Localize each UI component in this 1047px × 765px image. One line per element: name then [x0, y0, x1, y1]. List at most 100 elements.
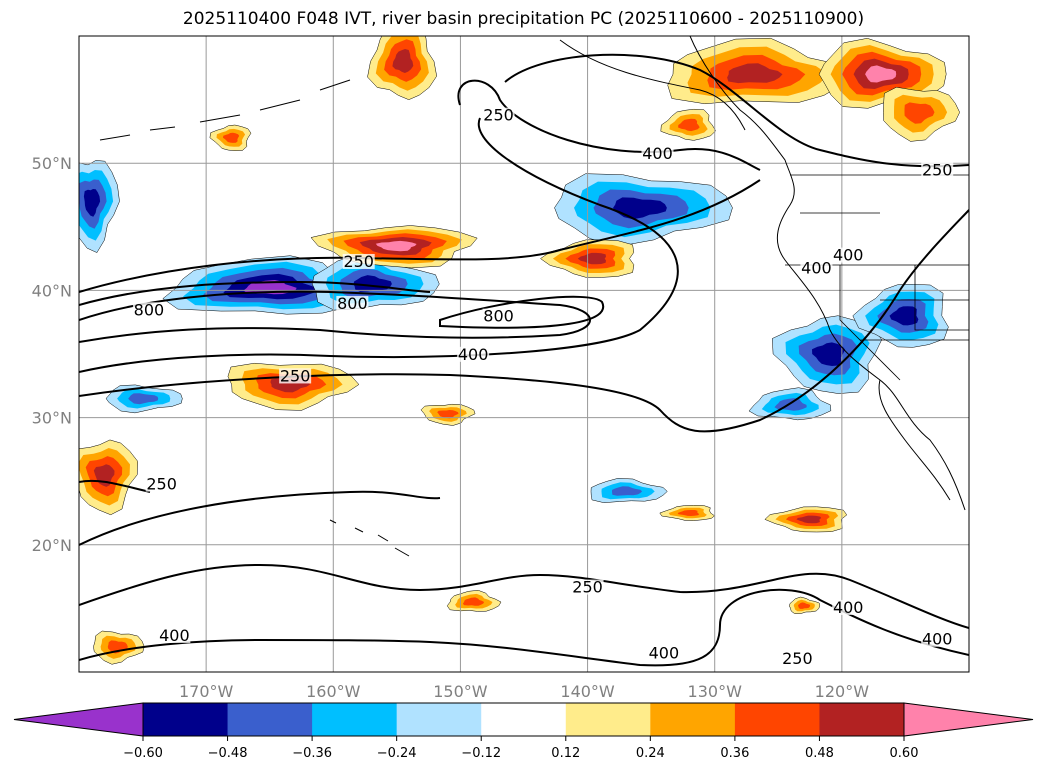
- y-tick-label: 30°N: [32, 409, 72, 428]
- ivt-contour-400-tropics: [79, 588, 969, 667]
- contour-label: 800: [134, 300, 165, 319]
- colorbar-bin: [734, 703, 820, 736]
- contour-label: 250: [343, 252, 374, 271]
- x-tick-label: 140°W: [560, 682, 615, 701]
- contour-label-bg: [921, 631, 954, 647]
- x-tick-label: 170°W: [179, 682, 234, 701]
- contour-label: 250: [146, 475, 177, 494]
- contour-label-bg: [832, 599, 865, 615]
- contour-label-bg: [641, 145, 674, 161]
- contour-label: 400: [922, 630, 953, 649]
- contour-label: 400: [159, 626, 190, 645]
- ivt-contour-400-south: [79, 117, 679, 373]
- precip-region: [128, 393, 159, 405]
- contour-label: 250: [922, 160, 953, 179]
- colorbar-tick-label: −0.36: [292, 746, 332, 761]
- y-tick-label: 40°N: [32, 281, 72, 300]
- colorbar-tick-label: −0.48: [208, 746, 248, 761]
- precip-region: [462, 597, 485, 606]
- precip-region: [392, 49, 414, 73]
- precip-region: [798, 602, 811, 609]
- ivt-contours: [79, 53, 969, 667]
- contour-label-bg: [571, 579, 604, 595]
- precip-region: [612, 486, 643, 496]
- precip-region: [437, 410, 459, 419]
- aleutian-islands: [99, 79, 351, 141]
- colorbar-bin: [481, 703, 567, 736]
- colorbar-extend-min: [13, 702, 144, 737]
- colorbar-tick-label: −0.24: [377, 746, 417, 761]
- contour-label-bg: [800, 260, 833, 276]
- precip-region: [577, 252, 606, 265]
- ivt-contour-250-west: [79, 479, 151, 493]
- contour-label-bg: [336, 295, 369, 311]
- colorbar: −0.60 −0.48 −0.36 −0.24 −0.12 0.12 0.24 0.36 0.4…: [13, 702, 1034, 761]
- contour-label-bg: [132, 302, 165, 318]
- colorbar-extend-max: [903, 702, 1034, 737]
- chart-title: 2025110400 F048 IVT, river basin precipi…: [182, 9, 865, 29]
- contour-label: 400: [833, 246, 864, 265]
- gridlines: [79, 36, 969, 672]
- ivt-contour-400: [79, 280, 431, 306]
- colorbar-tick-label: 0.60: [890, 746, 919, 761]
- colorbar-bin: [819, 703, 905, 736]
- colorbar-bin: [650, 703, 736, 736]
- precip-shading: [79, 36, 960, 665]
- plot-frame: [78, 35, 970, 673]
- precip-region: [375, 240, 417, 252]
- precip-region: [727, 63, 783, 84]
- contour-label: 400: [801, 258, 832, 277]
- contour-label-bg: [342, 253, 375, 269]
- x-tick-label: 120°W: [815, 682, 870, 701]
- colorbar-bin: [396, 703, 482, 736]
- contour-label: 400: [833, 598, 864, 617]
- ivt-contour-250-south: [79, 209, 969, 433]
- baja-coastline: [878, 379, 951, 501]
- contour-label: 250: [280, 366, 311, 385]
- contour-label-bg: [781, 650, 814, 666]
- y-tick-label: 50°N: [32, 154, 72, 173]
- contour-label: 400: [458, 345, 489, 364]
- ivt-contour-250-tropics: [79, 563, 969, 629]
- x-tick-label: 150°W: [433, 682, 488, 701]
- precip-region: [889, 306, 919, 326]
- colorbar-tick-label: −0.60: [123, 746, 163, 761]
- ivt-contour-250: [79, 179, 761, 293]
- colorbar-bin: [565, 703, 651, 736]
- contour-label-bg: [832, 247, 865, 263]
- x-tick-label: 160°W: [306, 682, 361, 701]
- contour-label: 250: [782, 649, 813, 668]
- precip-region: [812, 342, 846, 366]
- colorbar-tick-label: 0.48: [805, 746, 834, 761]
- y-tick-label: 20°N: [32, 536, 72, 555]
- colorbar-bin: [227, 703, 313, 736]
- colorbar-frame: [142, 702, 905, 737]
- ivt-contour-800-inner: [439, 295, 605, 329]
- state-borders: [785, 174, 969, 381]
- contour-label-bg: [482, 107, 515, 123]
- contour-label-bg: [158, 627, 191, 643]
- precip-region: [678, 118, 700, 132]
- precip-region: [796, 515, 822, 524]
- precip-region: [83, 189, 101, 217]
- contour-label-bg: [482, 308, 515, 324]
- contour-label-bg: [457, 346, 490, 362]
- contour-label-bg: [921, 162, 954, 178]
- contour-label: 400: [642, 144, 673, 163]
- x-tick-label: 130°W: [688, 682, 743, 701]
- colorbar-tick-label: 0.36: [720, 746, 749, 761]
- contour-label: 800: [337, 294, 368, 313]
- ivt-contour-250-north: [457, 79, 761, 171]
- contour-label: 250: [572, 578, 603, 597]
- colorbar-tick-label: 0.24: [636, 746, 665, 761]
- coastlines: [99, 36, 969, 557]
- colorbar-tick-label: −0.12: [461, 746, 501, 761]
- contour-label: 250: [483, 106, 514, 125]
- precip-region: [677, 510, 700, 516]
- contour-label: 800: [483, 307, 514, 326]
- hawaii-islands: [329, 519, 410, 557]
- contour-label-bg: [145, 476, 178, 492]
- contour-label-bg: [279, 368, 312, 384]
